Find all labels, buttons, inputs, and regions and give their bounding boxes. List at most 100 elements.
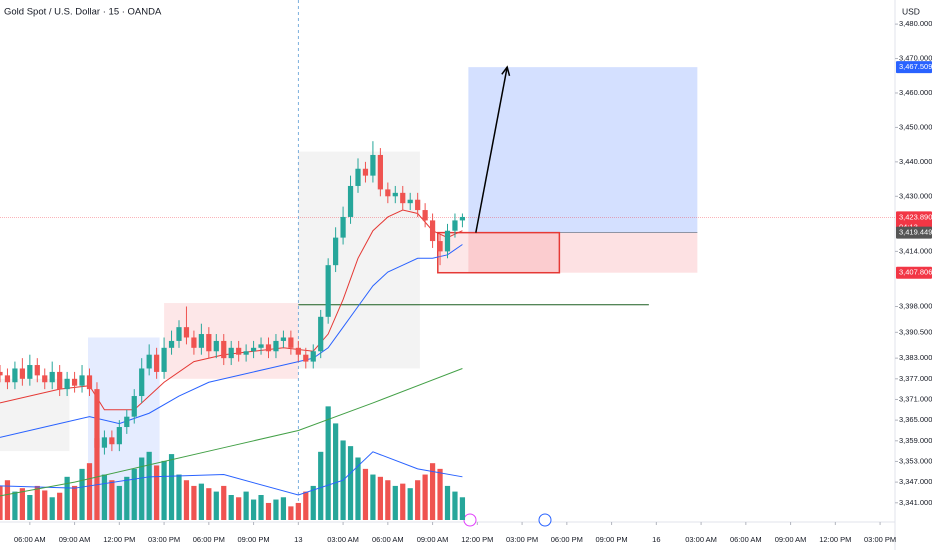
- x-tick-label: 06:00 AM: [730, 535, 762, 544]
- volume-bar: [183, 480, 190, 520]
- volume-bar: [452, 491, 458, 520]
- volume-bar: [333, 423, 339, 520]
- y-tick-label: 3,347.000: [899, 477, 932, 486]
- target-zone: [468, 67, 698, 233]
- volume-bar: [310, 485, 316, 520]
- volume-bar: [154, 465, 160, 520]
- y-tick-label: 3,414.000: [899, 246, 932, 255]
- currency: USD: [902, 6, 920, 16]
- candle-body: [4, 375, 11, 383]
- y-tick-label: 3,377.000: [899, 374, 932, 383]
- candle-body: [303, 354, 309, 362]
- volume-bar: [0, 485, 3, 520]
- y-tick-label: 3,430.000: [899, 191, 932, 200]
- volume-bar: [57, 492, 63, 520]
- candle-body: [400, 192, 406, 204]
- candle-body: [407, 199, 413, 204]
- volume-bar: [273, 499, 279, 520]
- candle-body: [12, 368, 18, 383]
- x-tick-label: 13: [294, 535, 302, 544]
- volume-bar: [139, 457, 145, 520]
- volume-bar: [42, 490, 48, 520]
- y-tick-label: 3,365.000: [899, 415, 932, 424]
- price-badge-label: 3,407.806: [899, 268, 932, 277]
- candle-body: [19, 368, 25, 379]
- volume-bar: [243, 491, 249, 520]
- volume-bar: [318, 451, 324, 520]
- x-tick-label: 09:00 PM: [596, 535, 628, 544]
- volume-bar: [86, 463, 93, 520]
- volume-bar: [392, 485, 398, 520]
- candle-body: [221, 340, 227, 359]
- candle-body: [228, 347, 234, 359]
- candle-body: [265, 344, 272, 352]
- candle-body: [452, 220, 458, 231]
- price-badge: [896, 266, 932, 279]
- x-tick-label: 12:00 PM: [819, 535, 851, 544]
- volume-bar: [295, 502, 301, 520]
- candle-body: [86, 375, 93, 390]
- candle-body: [392, 192, 398, 197]
- candle-body: [258, 344, 264, 348]
- arrow-head: [501, 65, 511, 77]
- x-tick-label: 12:00 PM: [103, 535, 135, 544]
- candle-body: [213, 340, 219, 352]
- candle-body: [236, 347, 242, 355]
- candle-body: [198, 334, 204, 348]
- volume-bar: [146, 451, 152, 520]
- volume-bar: [228, 495, 234, 520]
- candle-body: [459, 216, 466, 221]
- volume-bar: [168, 454, 175, 520]
- candle-body: [27, 365, 33, 379]
- volume-bar: [385, 480, 391, 520]
- event-icon[interactable]: [538, 513, 552, 527]
- volume-bar: [19, 488, 25, 520]
- x-tick-label: 06:00 AM: [372, 535, 404, 544]
- candle-body: [318, 316, 324, 352]
- candle-body: [243, 351, 249, 355]
- volume-bar: [101, 474, 108, 520]
- price-badge-label: 3,423.890: [899, 212, 932, 221]
- candle-body: [280, 337, 287, 341]
- volume-bar: [124, 476, 130, 520]
- candle-body: [191, 337, 197, 348]
- volume-bar: [422, 474, 428, 520]
- chart-title: Gold Spot / U.S. Dollar · 15 · OANDA: [4, 7, 162, 18]
- x-tick-label: 09:00 AM: [775, 535, 807, 544]
- volume-bar: [176, 474, 182, 520]
- candle-body: [437, 241, 443, 252]
- y-tick-label: 3,341.000: [899, 498, 932, 507]
- volume-bar: [355, 457, 361, 520]
- candle-body: [310, 351, 316, 362]
- candle-body: [79, 375, 85, 386]
- volume-bar: [12, 491, 18, 520]
- volume-bar: [429, 463, 436, 520]
- volume-bar: [206, 488, 212, 520]
- event-icon[interactable]: [463, 513, 477, 527]
- candle-body: [146, 354, 152, 369]
- candle-body: [333, 237, 339, 266]
- volume-bar: [258, 495, 264, 520]
- y-tick-label: 3,359.000: [899, 436, 932, 445]
- y-tick-label: 3,450.000: [899, 122, 932, 131]
- volume-bar: [415, 480, 421, 520]
- candle-body: [340, 216, 346, 238]
- volume-bar: [34, 485, 40, 520]
- x-tick-label: 06:00 PM: [551, 535, 583, 544]
- volume-bar: [109, 480, 115, 520]
- y-tick-label: 3,440.000: [899, 157, 932, 166]
- candle-body: [176, 327, 182, 341]
- candle-body: [288, 337, 294, 348]
- candle-body: [295, 347, 301, 355]
- volume-bar: [71, 485, 78, 520]
- stop-zone: [468, 232, 698, 273]
- volume-bar: [4, 480, 11, 520]
- y-tick-label: 3,470.000: [899, 54, 932, 63]
- x-tick-label: 03:00 PM: [864, 535, 896, 544]
- candle-body: [168, 340, 175, 348]
- candle-body: [377, 154, 383, 190]
- volume-bar: [79, 468, 85, 520]
- volume-bar: [400, 483, 406, 520]
- y-tick-label: 3,383.000: [899, 353, 932, 362]
